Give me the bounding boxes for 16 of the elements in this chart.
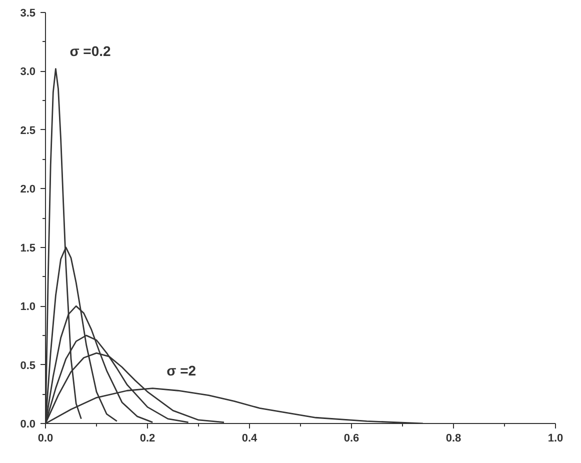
y-tick-label: 1.0 — [20, 301, 36, 314]
y-tick-label: 3.5 — [20, 8, 36, 20]
y-tick-label: 1.5 — [20, 242, 36, 254]
y-tick-label: 0.0 — [20, 418, 36, 430]
y-tick-label: 2.5 — [20, 124, 36, 137]
x-tick-label: 0.6 — [344, 432, 360, 444]
y-tick-label: 2.0 — [20, 184, 36, 196]
x-tick-label: 0.2 — [140, 432, 156, 444]
y-tick-label: 0.5 — [20, 360, 36, 372]
x-tick-label: 0.0 — [38, 432, 54, 444]
series-label: σ =0.2 — [70, 42, 112, 59]
series-label: σ =2 — [166, 362, 196, 378]
x-tick-label: 0.8 — [446, 432, 462, 444]
x-tick-label: 1.0 — [548, 432, 564, 444]
y-tick-label: 3.0 — [20, 66, 36, 78]
x-tick-label: 0.4 — [242, 432, 258, 444]
